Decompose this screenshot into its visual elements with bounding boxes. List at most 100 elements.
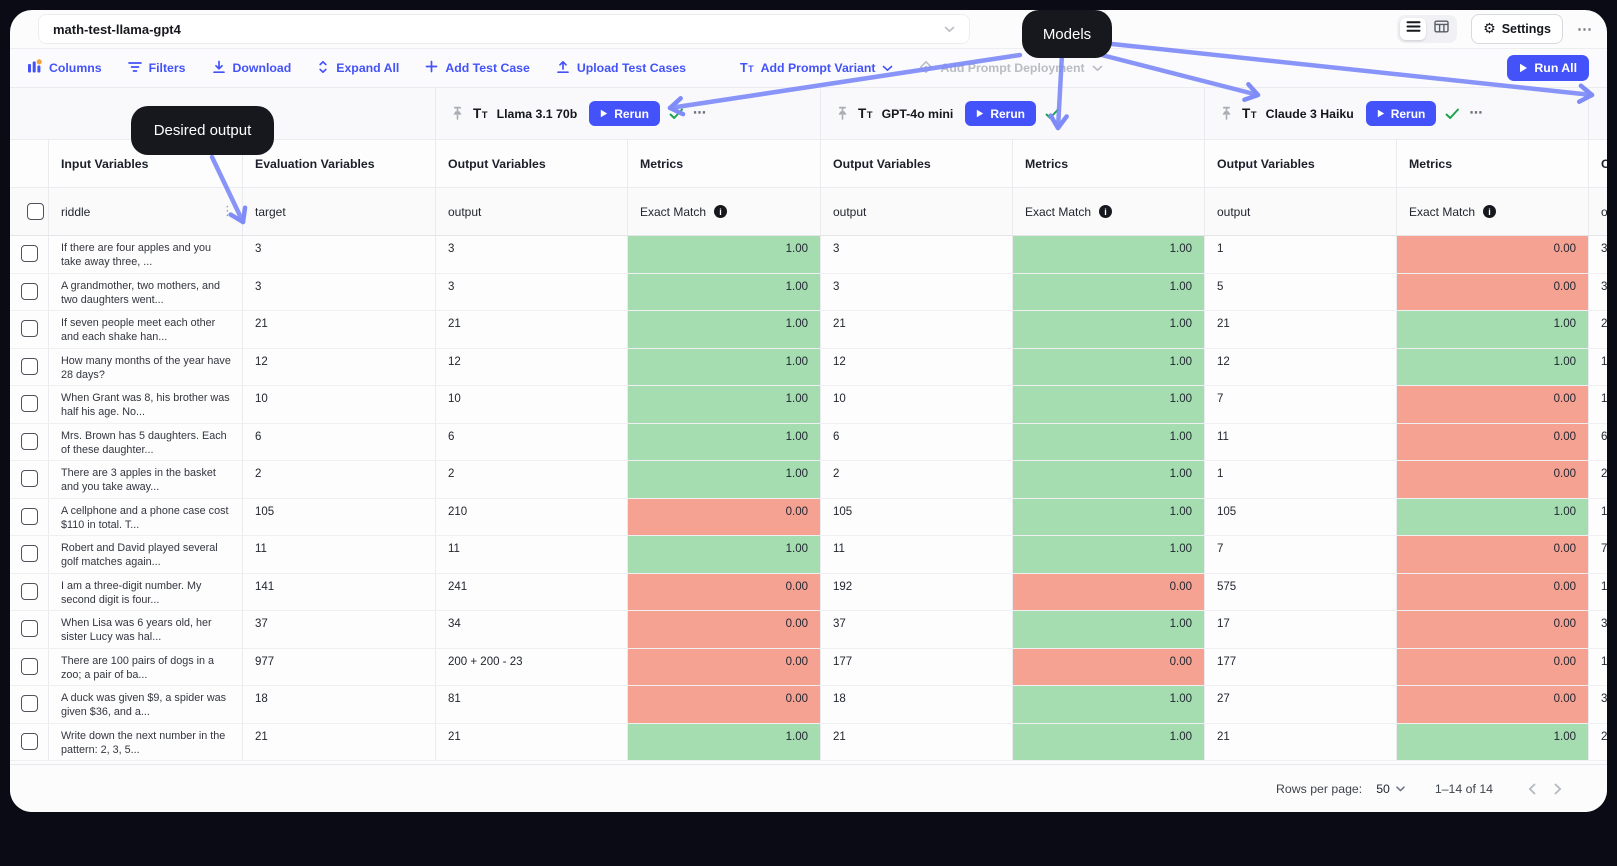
claude-output-cell[interactable]: 17 bbox=[1204, 611, 1396, 648]
target-cell[interactable]: 37 bbox=[242, 611, 435, 648]
pin-icon[interactable] bbox=[1220, 106, 1233, 121]
model-name[interactable]: Llama 3.1 70b bbox=[496, 106, 578, 121]
claude-exact-match-cell[interactable]: 0.00 bbox=[1396, 236, 1588, 273]
claude-output-cell[interactable]: 21 bbox=[1204, 723, 1396, 760]
claude-exact-match-cell[interactable]: 0.00 bbox=[1396, 536, 1588, 573]
run-all-button[interactable]: Run All bbox=[1507, 55, 1589, 81]
exact-match-column-header[interactable]: Exact Match i bbox=[627, 188, 820, 235]
overflow-menu-button[interactable]: ⋯ bbox=[1577, 21, 1593, 38]
row-checkbox[interactable] bbox=[20, 620, 38, 637]
gpt-output-cell[interactable]: 3 bbox=[820, 273, 1012, 310]
row-checkbox[interactable] bbox=[20, 432, 38, 450]
llama-output-cell[interactable]: 81 bbox=[435, 686, 627, 723]
gpt-exact-match-cell[interactable]: 1.00 bbox=[1012, 498, 1204, 535]
llama-output-cell[interactable]: 21 bbox=[435, 723, 627, 760]
upload-test-cases-button[interactable]: Upload Test Cases bbox=[556, 60, 686, 77]
claude-output-cell[interactable]: 27 bbox=[1204, 686, 1396, 723]
riddle-cell[interactable]: Write down the next number in the patter… bbox=[48, 723, 242, 760]
rerun-button-gpt[interactable]: Rerun bbox=[965, 101, 1036, 126]
gpt-output-cell[interactable]: 21 bbox=[820, 311, 1012, 348]
claude-output-cell[interactable]: 1 bbox=[1204, 236, 1396, 273]
gpt-output-cell[interactable]: 37 bbox=[820, 611, 1012, 648]
row-checkbox[interactable] bbox=[20, 657, 38, 675]
gpt-exact-match-cell[interactable]: 1.00 bbox=[1012, 423, 1204, 460]
gpt-output-cell[interactable]: 21 bbox=[820, 723, 1012, 760]
model-menu-button[interactable]: ⋯ bbox=[1469, 106, 1484, 121]
llama-output-cell[interactable]: 6 bbox=[435, 423, 627, 460]
claude-exact-match-cell[interactable]: 1.00 bbox=[1396, 723, 1588, 760]
column-menu-icon[interactable]: ⋮ bbox=[221, 204, 234, 219]
pin-icon[interactable] bbox=[451, 106, 464, 121]
llama-exact-match-cell[interactable]: 1.00 bbox=[627, 236, 820, 273]
claude-output-cell[interactable]: 7 bbox=[1204, 536, 1396, 573]
claude-output-cell[interactable]: 105 bbox=[1204, 498, 1396, 535]
gpt-exact-match-cell[interactable]: 1.00 bbox=[1012, 311, 1204, 348]
riddle-cell[interactable]: When Grant was 8, his brother was half h… bbox=[48, 386, 242, 423]
target-cell[interactable]: 3 bbox=[242, 273, 435, 310]
claude-exact-match-cell[interactable]: 1.00 bbox=[1396, 348, 1588, 385]
target-cell[interactable]: 141 bbox=[242, 573, 435, 610]
gpt-exact-match-cell[interactable]: 1.00 bbox=[1012, 536, 1204, 573]
output-column-header[interactable]: output bbox=[1204, 188, 1396, 235]
llama-output-cell[interactable]: 2 bbox=[435, 461, 627, 498]
riddle-cell[interactable]: Mrs. Brown has 5 daughters. Each of thes… bbox=[48, 423, 242, 460]
claude-exact-match-cell[interactable]: 0.00 bbox=[1396, 423, 1588, 460]
riddle-column-header[interactable]: riddle ⋮ bbox=[48, 188, 242, 235]
gpt-exact-match-cell[interactable]: 1.00 bbox=[1012, 611, 1204, 648]
target-cell[interactable]: 6 bbox=[242, 423, 435, 460]
riddle-cell[interactable]: A grandmother, two mothers, and two daug… bbox=[48, 273, 242, 310]
riddle-cell[interactable]: A cellphone and a phone case cost $110 i… bbox=[48, 498, 242, 535]
claude-exact-match-cell[interactable]: 1.00 bbox=[1396, 311, 1588, 348]
riddle-cell[interactable]: How many months of the year have 28 days… bbox=[48, 348, 242, 385]
row-checkbox[interactable] bbox=[20, 545, 38, 562]
list-view-button[interactable] bbox=[1400, 18, 1427, 40]
model-name[interactable]: GPT-4o mini bbox=[881, 106, 954, 121]
gpt-output-cell[interactable]: 177 bbox=[820, 648, 1012, 685]
riddle-cell[interactable]: Robert and David played several golf mat… bbox=[48, 536, 242, 573]
row-checkbox[interactable] bbox=[20, 320, 38, 337]
claude-output-cell[interactable]: 575 bbox=[1204, 573, 1396, 610]
evaluation-name-dropdown[interactable]: math-test-llama-gpt4 bbox=[38, 14, 970, 44]
llama-exact-match-cell[interactable]: 1.00 bbox=[627, 423, 820, 460]
claude-exact-match-cell[interactable]: 0.00 bbox=[1396, 386, 1588, 423]
target-cell[interactable]: 10 bbox=[242, 386, 435, 423]
claude-exact-match-cell[interactable]: 0.00 bbox=[1396, 686, 1588, 723]
llama-output-cell[interactable]: 210 bbox=[435, 498, 627, 535]
target-cell[interactable]: 3 bbox=[242, 236, 435, 273]
llama-output-cell[interactable]: 10 bbox=[435, 386, 627, 423]
claude-output-cell[interactable]: 1 bbox=[1204, 461, 1396, 498]
gpt-output-cell[interactable]: 105 bbox=[820, 498, 1012, 535]
row-checkbox[interactable] bbox=[20, 395, 38, 412]
target-cell[interactable]: 12 bbox=[242, 348, 435, 385]
llama-output-cell[interactable]: 21 bbox=[435, 311, 627, 348]
target-cell[interactable]: 977 bbox=[242, 648, 435, 685]
claude-output-cell[interactable]: 11 bbox=[1204, 423, 1396, 460]
gpt-exact-match-cell[interactable]: 1.00 bbox=[1012, 348, 1204, 385]
riddle-cell[interactable]: There are 3 apples in the basket and you… bbox=[48, 461, 242, 498]
exact-match-column-header[interactable]: Exact Match i bbox=[1396, 188, 1588, 235]
llama-exact-match-cell[interactable]: 0.00 bbox=[627, 611, 820, 648]
previous-page-button[interactable] bbox=[1519, 776, 1545, 802]
claude-output-cell[interactable]: 7 bbox=[1204, 386, 1396, 423]
row-checkbox[interactable] bbox=[20, 732, 38, 750]
llama-output-cell[interactable]: 34 bbox=[435, 611, 627, 648]
llama-exact-match-cell[interactable]: 1.00 bbox=[627, 311, 820, 348]
rerun-button-claude[interactable]: Rerun bbox=[1365, 101, 1437, 126]
row-checkbox[interactable] bbox=[20, 695, 38, 712]
gpt-output-cell[interactable]: 11 bbox=[820, 536, 1012, 573]
claude-exact-match-cell[interactable]: 0.00 bbox=[1396, 461, 1588, 498]
gpt-exact-match-cell[interactable]: 1.00 bbox=[1012, 686, 1204, 723]
model-name[interactable]: Claude 3 Haiku bbox=[1265, 106, 1354, 121]
info-icon[interactable]: i bbox=[1483, 205, 1497, 218]
next-page-button[interactable] bbox=[1545, 776, 1571, 802]
riddle-cell[interactable]: I am a three-digit number. My second dig… bbox=[48, 573, 242, 610]
riddle-cell[interactable]: If seven people meet each other and each… bbox=[48, 311, 242, 348]
llama-exact-match-cell[interactable]: 0.00 bbox=[627, 498, 820, 535]
claude-exact-match-cell[interactable]: 0.00 bbox=[1396, 573, 1588, 610]
pin-icon[interactable] bbox=[836, 106, 849, 121]
gpt-exact-match-cell[interactable]: 1.00 bbox=[1012, 273, 1204, 310]
claude-exact-match-cell[interactable]: 1.00 bbox=[1396, 498, 1588, 535]
gpt-output-cell[interactable]: 10 bbox=[820, 386, 1012, 423]
llama-output-cell[interactable]: 3 bbox=[435, 273, 627, 310]
llama-exact-match-cell[interactable]: 1.00 bbox=[627, 273, 820, 310]
